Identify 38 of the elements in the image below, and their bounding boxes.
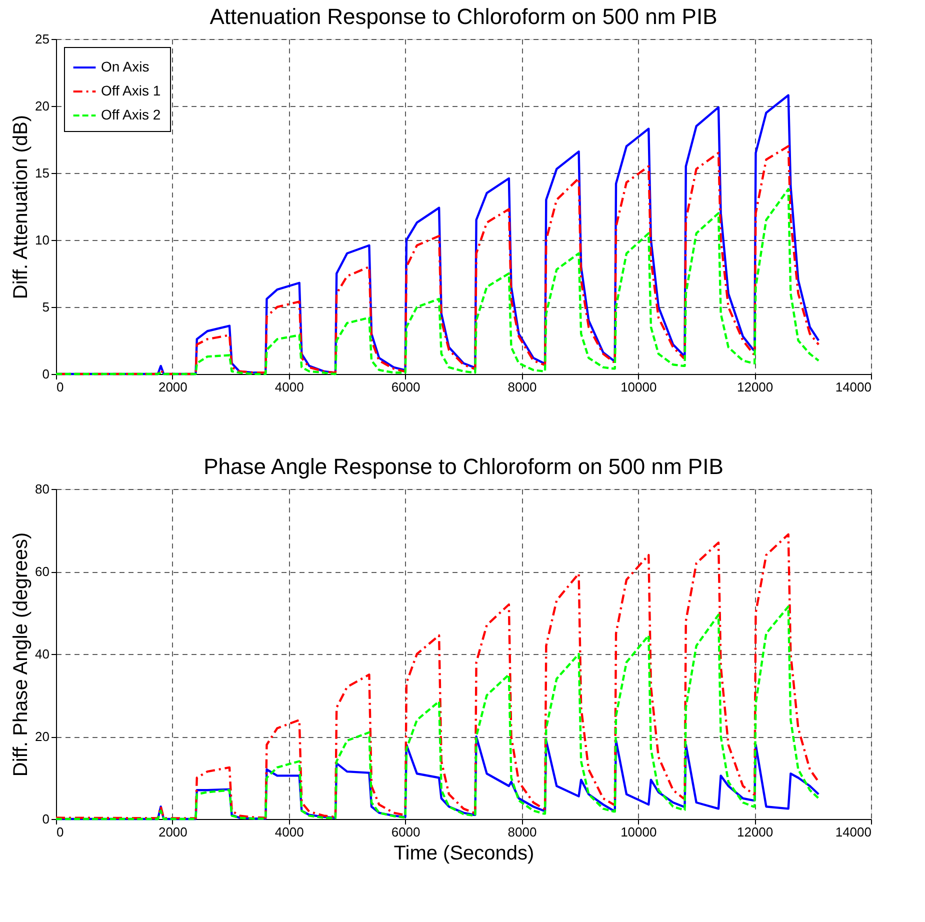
y-tick-label: 0: [42, 366, 50, 382]
x-tick-label: 10000: [620, 824, 657, 840]
x-tick-label: 4000: [274, 380, 304, 394]
chart-title: Phase Angle Response to Chloroform on 500 nm PIB: [204, 454, 724, 479]
line-series: [54, 188, 820, 376]
x-tick-label: 0: [56, 824, 64, 840]
y-tick-label: 0: [42, 812, 50, 826]
x-tick-label: 12000: [736, 380, 774, 394]
x-tick-label: 0: [56, 380, 64, 394]
y-tick-label: 40: [35, 646, 50, 662]
legend-label: Off Axis 1: [101, 82, 161, 98]
y-tick-label: 60: [35, 564, 50, 579]
x-tick-label: 2000: [158, 380, 188, 394]
legend-label: Off Axis 2: [101, 106, 161, 122]
x-tick-label: 2000: [158, 824, 188, 840]
line-series: [54, 533, 820, 820]
chart-title: Attenuation Response to Chloroform on 500 nm PIB: [210, 4, 718, 29]
x-tick-label: 14000: [835, 824, 872, 840]
x-tick-label: 12000: [736, 824, 774, 840]
y-tick-label: 15: [35, 166, 50, 180]
x-tick-label: 6000: [391, 380, 420, 394]
y-axis-title: Diff. Phase Angle (degrees): [10, 532, 32, 777]
x-tick-label: 14000: [835, 380, 872, 394]
x-tick-label: 10000: [620, 380, 657, 394]
y-tick-label: 80: [35, 482, 50, 496]
line-series: [54, 605, 820, 820]
y-tick-label: 20: [35, 98, 50, 114]
y-tick-label: 5: [42, 300, 50, 314]
x-tick-label: 8000: [508, 380, 537, 394]
y-tick-label: 20: [35, 729, 50, 744]
y-tick-label: 10: [35, 232, 50, 248]
y-axis-title: Diff. Attenuation (dB): [10, 114, 32, 300]
x-tick-label: 6000: [391, 824, 420, 840]
x-tick-label: 4000: [274, 824, 304, 840]
y-tick-label: 25: [35, 32, 50, 46]
x-tick-label: 8000: [508, 824, 537, 840]
legend-label: On Axis: [101, 58, 150, 74]
x-axis-title: Time (Seconds): [394, 842, 534, 864]
